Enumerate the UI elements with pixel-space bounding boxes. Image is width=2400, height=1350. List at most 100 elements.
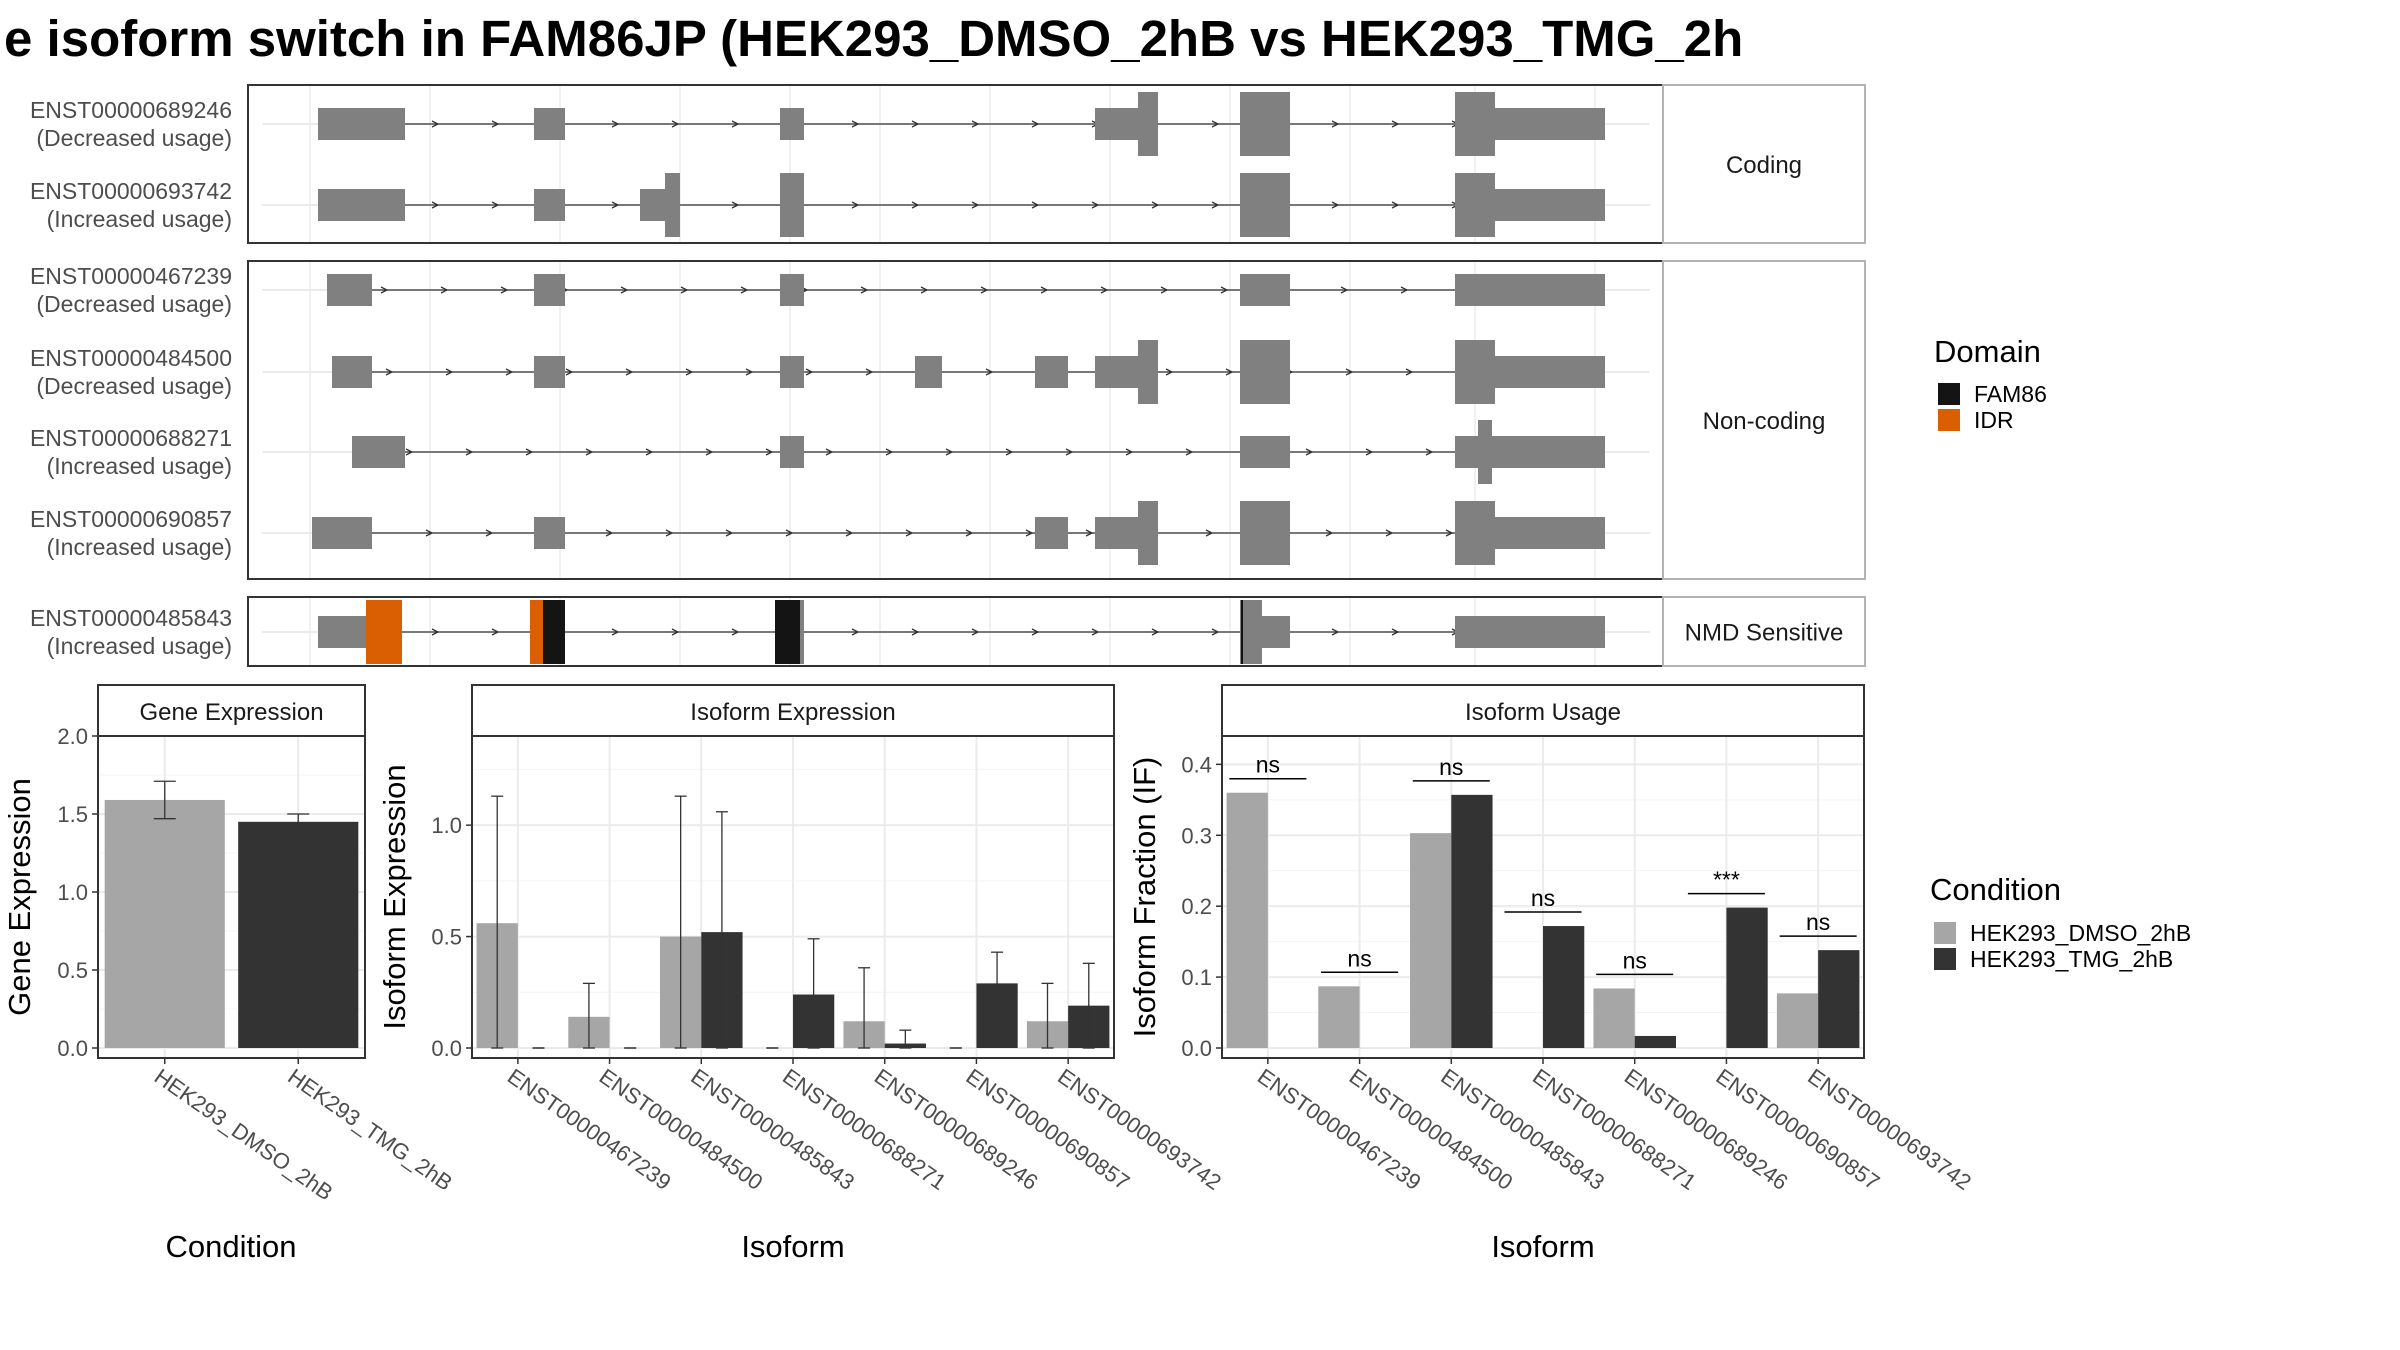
y-tick-label: 2.0: [57, 724, 88, 749]
exon: [1035, 517, 1068, 549]
x-tick-label: ENST00000693742: [1053, 1064, 1226, 1195]
x-tick-label: ENST00000467239: [1253, 1064, 1426, 1195]
transcript-structure-panel: ENST00000689246(Decreased usage) ENST0000…: [30, 84, 1866, 667]
transcript-id-label: ENST00000485843: [30, 605, 232, 631]
intron-arrow: [431, 120, 440, 128]
intron-arrow: [851, 201, 860, 209]
domain-legend-swatch: [1938, 383, 1960, 405]
exon: [1138, 92, 1158, 156]
intron-arrow: [1065, 448, 1074, 456]
bar-chart-panels: Gene Expression0.00.51.01.52.0HEK293_DMS…: [2, 684, 1976, 1264]
transcript-id-label: ENST00000689246: [30, 97, 232, 123]
intron-arrow: [405, 448, 414, 456]
x-tick-label: ENST00000688271: [778, 1064, 951, 1195]
domain-legend-label: IDR: [1974, 407, 2014, 433]
bar-dmso: [1593, 988, 1635, 1048]
bar-dmso: [104, 799, 225, 1048]
intron-arrow: [671, 628, 680, 636]
intron-arrow: [1331, 628, 1340, 636]
exon: [352, 436, 405, 468]
intron-arrow: [380, 286, 389, 294]
intron-arrow: [825, 448, 834, 456]
intron-arrow: [1211, 120, 1220, 128]
transcript-id-label: ENST00000484500: [30, 345, 232, 371]
x-axis-title: Condition: [166, 1229, 297, 1264]
group-strip-label: Non-coding: [1703, 408, 1826, 435]
exon: [665, 173, 680, 237]
group-strip: [1662, 596, 1866, 667]
plot-border: [97, 735, 366, 1059]
figure-title: e isoform switch in FAM86JP (HEK293_DMSO…: [4, 10, 1743, 67]
intron-arrow: [971, 201, 980, 209]
intron-arrow: [705, 448, 714, 456]
exon: [1095, 517, 1138, 549]
intron-arrow: [605, 529, 614, 537]
group-strip-label: NMD Sensitive: [1685, 620, 1844, 647]
exon: [327, 274, 372, 306]
group-strip: [1662, 260, 1866, 580]
intron-arrow: [945, 448, 954, 456]
intron-arrow: [971, 628, 980, 636]
transcript-usage-label: (Decreased usage): [36, 125, 232, 151]
intron-arrow: [611, 628, 620, 636]
exon: [534, 274, 565, 306]
intron-arrow: [1031, 628, 1040, 636]
x-axis-title: Isoform: [741, 1229, 844, 1264]
condition-legend-label: HEK293_DMSO_2hB: [1970, 920, 2191, 946]
exon: [780, 356, 804, 388]
intron-arrow: [685, 368, 694, 376]
exon: [640, 189, 665, 221]
structure-panel-background: [248, 261, 1663, 579]
exon: [1240, 92, 1290, 156]
domain-fam86: [543, 600, 565, 664]
bar-tmg: [1543, 926, 1585, 1048]
y-tick-label: 0.3: [1181, 823, 1212, 848]
chart-panel: Isoform Usage 0.0 0.1 0.2 0.3 0.4 ns ns ns ns ns **…: [1127, 684, 1976, 1264]
significance-label: ***: [1713, 867, 1740, 893]
domain-idr: [530, 600, 543, 664]
x-tick-label: ENST00000467239: [503, 1064, 676, 1195]
intron-arrow: [1345, 368, 1354, 376]
condition-legend-label: HEK293_TMG_2hB: [1970, 946, 2173, 972]
intron-arrow: [965, 529, 974, 537]
transcript-group: ENST00000689246(Decreased usage) ENST0000…: [30, 84, 1866, 244]
intron-arrow: [1205, 529, 1214, 537]
panel-title: Gene Expression: [139, 699, 323, 726]
intron-arrow: [1445, 529, 1454, 537]
intron-arrow: [500, 286, 509, 294]
intron-arrow: [971, 120, 980, 128]
intron-arrow: [911, 120, 920, 128]
intron-arrow: [1400, 286, 1409, 294]
intron-arrow: [1005, 448, 1014, 456]
transcript-id-label: ENST00000467239: [30, 263, 232, 289]
intron-arrow: [1365, 448, 1374, 456]
intron-arrow: [851, 120, 860, 128]
bar-dmso: [1226, 792, 1268, 1048]
group-strip: [1662, 84, 1866, 244]
y-tick-label: 0.5: [431, 925, 462, 950]
exon: [318, 189, 405, 221]
x-tick-label: ENST00000690857: [1712, 1064, 1885, 1195]
exon: [1455, 274, 1605, 306]
condition-legend-title: Condition: [1930, 872, 2061, 907]
intron-arrow: [725, 529, 734, 537]
y-tick-label: 0.0: [431, 1036, 462, 1061]
intron-arrow: [680, 286, 689, 294]
exon: [1455, 340, 1495, 404]
exon: [1138, 501, 1158, 565]
exon: [1095, 356, 1138, 388]
intron-arrow: [1425, 448, 1434, 456]
intron-arrow: [1025, 529, 1034, 537]
exon: [1262, 616, 1290, 648]
transcript-usage-label: (Increased usage): [47, 206, 232, 232]
exon: [1455, 616, 1605, 648]
intron-arrow: [425, 529, 434, 537]
exon: [1455, 501, 1495, 565]
chart-panel: Isoform Expression 0.0 0.5 1.0 ENST000004672…: [377, 684, 1226, 1264]
y-axis-title: Isoform Expression: [377, 764, 412, 1029]
exon: [318, 616, 372, 648]
y-axis-title: Gene Expression: [2, 778, 37, 1016]
bar-dmso: [1318, 986, 1360, 1048]
